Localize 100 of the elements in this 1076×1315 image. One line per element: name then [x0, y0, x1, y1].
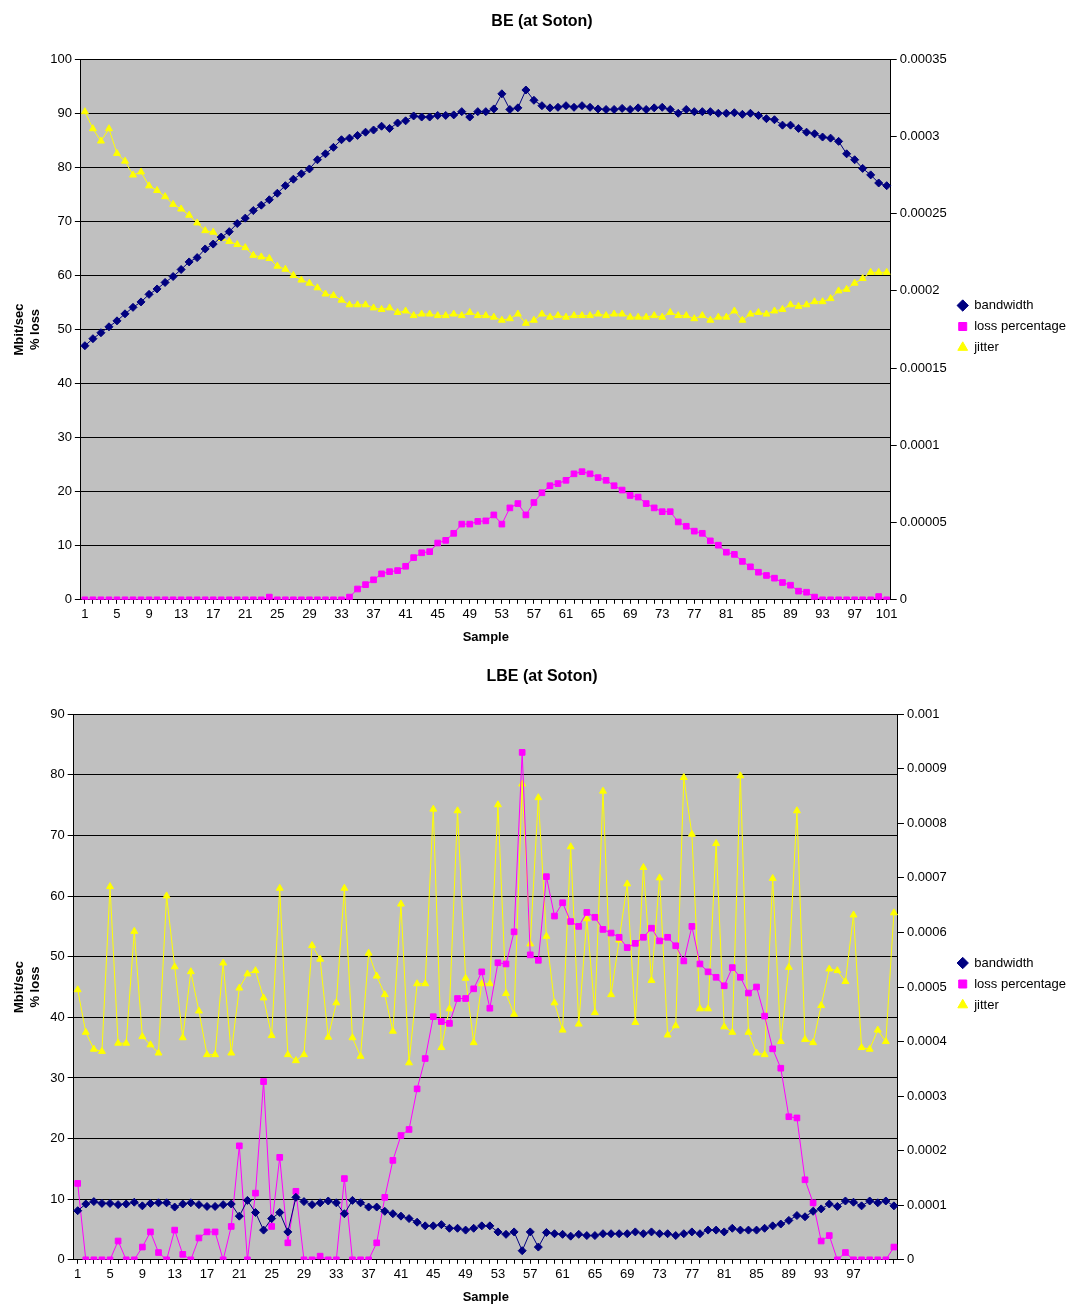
x-tick-label: 45	[430, 606, 445, 622]
y-tick-label: 50	[50, 948, 65, 964]
legend-label: loss percentage	[974, 318, 1066, 334]
x-tick-label: 61	[558, 606, 574, 622]
y2-tick-label: 0.00015	[899, 359, 947, 375]
x-tick-label: 65	[590, 606, 606, 622]
x-tick-label: 57	[526, 606, 542, 622]
y-tick-label: 70	[57, 212, 72, 228]
x-tick-label: 85	[749, 1266, 764, 1282]
x-tick-label: 89	[783, 606, 798, 622]
x-tick-label: 69	[620, 1266, 635, 1282]
y2-tick-label: 0.0005	[906, 978, 947, 994]
y-tick-label: 10	[57, 537, 72, 553]
y2-tick-label: 0.0004	[906, 1033, 947, 1049]
x-tick-label: 37	[366, 606, 381, 622]
legend-label: jitter	[973, 339, 1000, 355]
y-axis-title: Mbit/sec % loss	[11, 960, 42, 1014]
x-tick-label: 17	[199, 1266, 215, 1282]
y-tick-label: 80	[57, 158, 72, 174]
x-tick-label: 89	[781, 1266, 797, 1282]
y-tick-label: 20	[57, 483, 72, 499]
x-tick-label: 5	[106, 1266, 114, 1282]
x-tick-label: 85	[751, 606, 766, 622]
x-tick-label: 17	[205, 606, 221, 622]
x-tick-label: 41	[398, 606, 413, 622]
legend-label: jitter	[973, 996, 1000, 1012]
y2-tick-label: 0.0003	[906, 1087, 947, 1103]
y-tick-label: 40	[57, 375, 72, 391]
y-axis-title: Mbit/sec % loss	[11, 303, 42, 356]
y2-tick-label: 0.0001	[906, 1196, 947, 1212]
legend-label: bandwidth	[974, 297, 1034, 313]
y-tick-label: 0	[57, 1251, 65, 1267]
x-tick-label: 53	[494, 606, 510, 622]
y2-tick-label: 0.0002	[906, 1142, 947, 1158]
x-tick-label: 1	[81, 606, 89, 622]
x-tick-label: 45	[426, 1266, 441, 1282]
x-axis-title: Sample	[462, 628, 509, 644]
y2-tick-label: 0.0006	[906, 924, 947, 940]
x-tick-label: 57	[523, 1266, 538, 1282]
y-tick-label: 60	[50, 887, 65, 903]
x-tick-label: 49	[462, 606, 478, 622]
y-tick-label: 70	[50, 827, 65, 843]
x-tick-label: 61	[555, 1266, 570, 1282]
x-tick-label: 21	[232, 1266, 247, 1282]
x-axis-title: Sample	[462, 1288, 509, 1304]
x-tick-label: 13	[167, 1266, 182, 1282]
x-tick-label: 33	[329, 1266, 344, 1282]
y-tick-label: 80	[50, 766, 65, 782]
x-tick-label: 77	[687, 606, 702, 622]
x-tick-label: 73	[652, 1266, 667, 1282]
y2-tick-label: 0	[899, 591, 907, 607]
x-tick-label: 73	[654, 606, 670, 622]
y2-tick-label: 0.0002	[899, 282, 940, 298]
x-tick-label: 93	[813, 1266, 829, 1282]
y2-tick-label: 0.0007	[906, 869, 947, 885]
legend-label: bandwidth	[974, 954, 1034, 970]
x-tick-label: 25	[264, 1266, 279, 1282]
x-tick-label: 69	[622, 606, 638, 622]
y2-tick-label: 0.001	[906, 705, 940, 721]
x-tick-label: 29	[302, 606, 317, 622]
x-tick-label: 9	[138, 1266, 146, 1282]
y2-tick-label: 0.0003	[899, 128, 940, 144]
y-tick-label: 100	[50, 50, 72, 66]
y2-tick-label: 0.00005	[899, 514, 947, 530]
y2-tick-label: 0.0008	[906, 814, 947, 830]
y-tick-label: 30	[50, 1069, 65, 1085]
x-tick-label: 13	[173, 606, 189, 622]
y2-tick-label: 0.00025	[899, 205, 947, 221]
x-tick-label: 25	[270, 606, 285, 622]
y2-tick-label: 0.0009	[906, 760, 947, 776]
x-tick-label: 81	[719, 606, 734, 622]
x-tick-label: 41	[393, 1266, 409, 1282]
x-tick-label: 97	[847, 606, 862, 622]
y-tick-label: 60	[57, 267, 72, 283]
y-tick-label: 20	[50, 1130, 65, 1146]
x-tick-label: 49	[458, 1266, 473, 1282]
chart-title: BE (at Soton)	[491, 12, 593, 30]
y2-tick-label: 0.00035	[899, 50, 947, 66]
y-tick-label: 90	[57, 104, 72, 120]
legend-label: loss percentage	[974, 975, 1066, 991]
x-tick-label: 65	[587, 1266, 603, 1282]
x-tick-label: 77	[684, 1266, 700, 1282]
x-tick-label: 37	[361, 1266, 376, 1282]
x-tick-label: 33	[334, 606, 349, 622]
y-tick-label: 40	[50, 1008, 65, 1024]
x-tick-label: 97	[846, 1266, 861, 1282]
y-tick-label: 90	[50, 705, 65, 721]
x-tick-label: 1	[74, 1266, 82, 1282]
y2-tick-label: 0.0001	[899, 436, 940, 452]
x-tick-label: 93	[815, 606, 830, 622]
x-tick-label: 53	[490, 1266, 506, 1282]
x-tick-label: 5	[113, 606, 121, 622]
y-tick-label: 50	[57, 321, 72, 337]
y-tick-label: 0	[64, 591, 72, 607]
x-tick-label: 21	[238, 606, 253, 622]
x-tick-label: 29	[296, 1266, 312, 1282]
x-tick-label: 81	[716, 1266, 732, 1282]
y-tick-label: 10	[50, 1190, 65, 1206]
chart-title: LBE (at Soton)	[486, 667, 598, 685]
y-tick-label: 30	[57, 429, 72, 445]
